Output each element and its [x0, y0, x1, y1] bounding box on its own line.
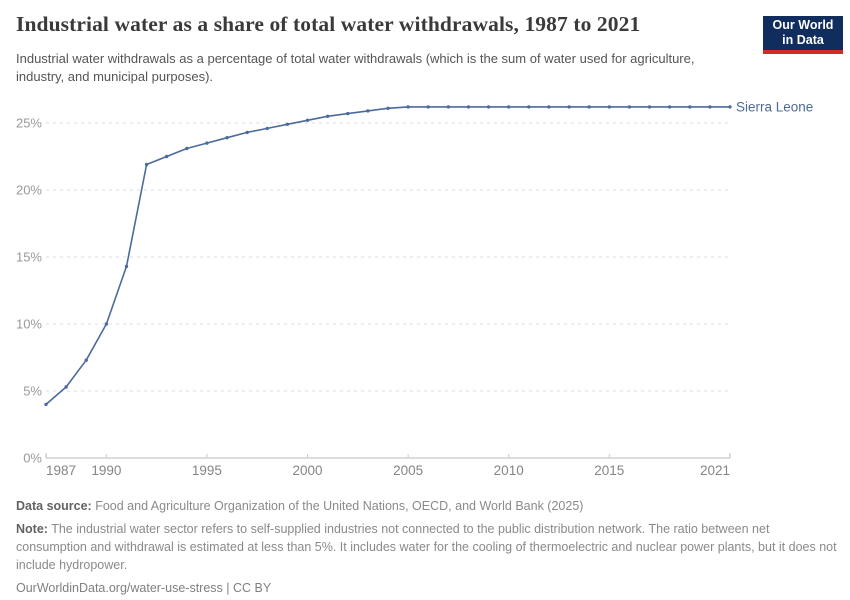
- y-tick-label: 15%: [16, 250, 42, 265]
- data-point: [446, 105, 451, 109]
- x-tick-label: 1995: [192, 463, 222, 478]
- x-tick-label: 2005: [393, 463, 423, 478]
- data-point: [165, 154, 169, 159]
- data-point: [285, 122, 290, 127]
- data-point: [728, 105, 732, 109]
- data-point: [366, 109, 370, 113]
- owid-logo: Our World in Data: [763, 16, 843, 54]
- data-point: [386, 106, 390, 111]
- data-point: [587, 105, 591, 109]
- x-tick-label: 2015: [594, 463, 624, 478]
- data-point: [245, 130, 249, 135]
- data-point: [124, 264, 129, 269]
- data-point: [84, 358, 88, 362]
- data-point: [507, 105, 511, 109]
- data-point: [64, 385, 68, 389]
- note-text: The industrial water sector refers to se…: [16, 522, 837, 572]
- chart-subtitle: Industrial water withdrawals as a percen…: [16, 51, 695, 85]
- chart-footer: Data source: Food and Agriculture Organi…: [16, 497, 838, 600]
- data-point: [426, 105, 430, 109]
- data-point: [185, 146, 189, 151]
- data-point: [627, 105, 632, 109]
- y-tick-label: 25%: [16, 116, 42, 131]
- data-point: [225, 136, 229, 140]
- data-point: [527, 105, 531, 109]
- data-point: [567, 105, 571, 109]
- y-tick-label: 0%: [23, 451, 42, 466]
- x-tick-label: 1987: [46, 463, 76, 478]
- x-tick-label: 1990: [91, 463, 121, 478]
- data-point: [406, 105, 410, 109]
- data-point: [346, 111, 350, 116]
- data-point: [486, 105, 491, 109]
- data-point: [44, 402, 48, 407]
- data-point: [104, 322, 109, 326]
- owid-logo-line1: Our World: [772, 18, 834, 32]
- page-title: Industrial water as a share of total wat…: [16, 12, 641, 36]
- data-point: [667, 105, 672, 109]
- data-source-text: Food and Agriculture Organization of the…: [91, 499, 584, 513]
- owid-logo-line2: in Data: [782, 33, 824, 48]
- data-point: [144, 162, 149, 167]
- note-line: Note: The industrial water sector refers…: [16, 520, 838, 574]
- data-source-line: Data source: Food and Agriculture Organi…: [16, 497, 838, 515]
- data-point: [607, 105, 611, 109]
- data-point: [325, 114, 330, 119]
- note-label: Note:: [16, 522, 48, 536]
- series-label: Sierra Leone: [736, 99, 813, 114]
- data-source-label: Data source:: [16, 499, 92, 513]
- data-point: [305, 118, 310, 123]
- y-tick-label: 20%: [16, 183, 42, 198]
- data-point: [205, 141, 209, 145]
- data-point: [265, 126, 269, 131]
- x-tick-label: 2021: [700, 463, 730, 478]
- y-tick-label: 10%: [16, 317, 42, 332]
- data-point: [708, 105, 712, 109]
- citation-line: OurWorldinData.org/water-use-stress | CC…: [16, 581, 272, 595]
- data-line: [45, 106, 730, 406]
- x-tick-label: 2000: [293, 463, 323, 478]
- x-tick-label: 2010: [494, 463, 524, 478]
- data-point: [688, 105, 692, 109]
- data-point: [647, 105, 652, 109]
- y-tick-label: 5%: [23, 384, 42, 399]
- data-point: [466, 105, 471, 109]
- data-point: [547, 105, 551, 109]
